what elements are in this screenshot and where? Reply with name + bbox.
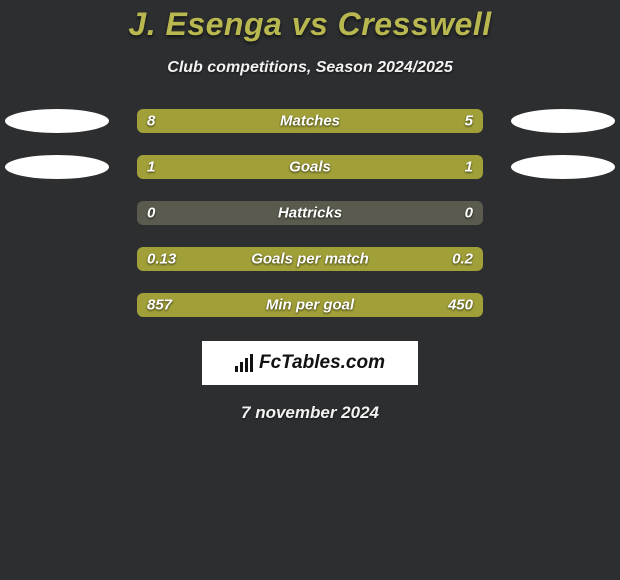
stat-label: Min per goal [266, 297, 354, 314]
logo-chart-icon [235, 354, 255, 372]
bar-left-fill [137, 155, 310, 179]
stat-bar: 857 Min per goal 450 [137, 293, 483, 317]
comparison-card: J. Esenga vs Cresswell Club competitions… [0, 0, 620, 423]
stat-row: 8 Matches 5 [0, 109, 620, 133]
page-subtitle: Club competitions, Season 2024/2025 [0, 59, 620, 77]
snapshot-date: 7 november 2024 [0, 403, 620, 423]
stat-row: 857 Min per goal 450 [0, 293, 620, 317]
player-right-indicator [511, 155, 615, 179]
logo-text: FcTables.com [259, 352, 385, 374]
stat-row: 0.13 Goals per match 0.2 [0, 247, 620, 271]
bar-right-fill [310, 155, 483, 179]
player-left-indicator [5, 155, 109, 179]
stat-value-right: 0.2 [452, 251, 473, 268]
stat-value-right: 5 [465, 113, 473, 130]
stat-bar: 8 Matches 5 [137, 109, 483, 133]
stat-label: Matches [280, 113, 340, 130]
stat-value-left: 8 [147, 113, 155, 130]
stat-bar: 0.13 Goals per match 0.2 [137, 247, 483, 271]
stat-row: 0 Hattricks 0 [0, 201, 620, 225]
player-right-indicator [511, 109, 615, 133]
stat-value-left: 0.13 [147, 251, 176, 268]
stat-label: Hattricks [278, 205, 342, 222]
stat-label: Goals per match [251, 251, 369, 268]
stat-row: 1 Goals 1 [0, 155, 620, 179]
stat-bar: 1 Goals 1 [137, 155, 483, 179]
stat-rows-container: 8 Matches 5 1 Goals 1 0 Hattricks 0 0.13 Goals per… [0, 109, 620, 317]
stat-label: Goals [289, 159, 331, 176]
stat-value-left: 0 [147, 205, 155, 222]
stat-value-right: 1 [465, 159, 473, 176]
stat-bar: 0 Hattricks 0 [137, 201, 483, 225]
bar-right-fill [345, 109, 483, 133]
stat-value-left: 1 [147, 159, 155, 176]
player-left-indicator [5, 109, 109, 133]
stat-value-left: 857 [147, 297, 172, 314]
page-title: J. Esenga vs Cresswell [0, 6, 620, 43]
source-logo: FcTables.com [202, 341, 418, 385]
stat-value-right: 450 [448, 297, 473, 314]
stat-value-right: 0 [465, 205, 473, 222]
